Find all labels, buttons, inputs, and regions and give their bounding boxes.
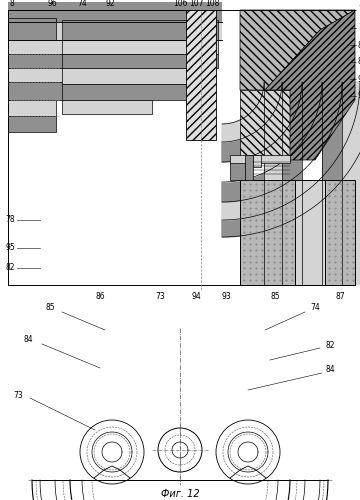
Polygon shape: [222, 82, 360, 237]
Bar: [295, 180, 325, 285]
Bar: [8, 22, 222, 40]
Text: 73: 73: [155, 292, 165, 301]
Text: 74: 74: [77, 0, 87, 8]
Bar: [240, 180, 295, 285]
Polygon shape: [265, 10, 355, 160]
Bar: [8, 54, 63, 68]
Text: 82: 82: [5, 264, 14, 272]
Bar: [62, 84, 212, 100]
Text: 84: 84: [325, 366, 335, 374]
Text: Фиг. 12: Фиг. 12: [161, 489, 199, 499]
Polygon shape: [230, 466, 266, 478]
Bar: [8, 68, 63, 82]
Text: 75: 75: [358, 6, 360, 15]
Text: 93: 93: [221, 292, 231, 301]
Bar: [322, 82, 342, 285]
Bar: [8, 0, 222, 2]
Text: 85: 85: [270, 292, 280, 301]
Text: 82: 82: [325, 340, 335, 349]
Polygon shape: [222, 82, 302, 162]
Text: 89: 89: [358, 40, 360, 50]
Bar: [245, 155, 253, 180]
Bar: [253, 155, 261, 167]
Bar: [8, 2, 222, 22]
Text: 78: 78: [5, 216, 15, 224]
Polygon shape: [240, 90, 290, 160]
Polygon shape: [94, 466, 130, 478]
Text: 91: 91: [358, 74, 360, 84]
Bar: [62, 68, 212, 84]
Text: 73: 73: [13, 390, 23, 400]
Text: 86: 86: [95, 292, 105, 301]
Text: 12: 12: [358, 24, 360, 32]
Bar: [62, 40, 218, 54]
Polygon shape: [240, 10, 355, 90]
Text: 108: 108: [205, 0, 219, 8]
Text: 106: 106: [173, 0, 187, 8]
Text: 96: 96: [47, 0, 57, 8]
Bar: [186, 10, 216, 140]
Bar: [8, 82, 63, 100]
Bar: [8, 18, 56, 40]
Text: 95: 95: [5, 244, 15, 252]
Bar: [282, 82, 302, 285]
Text: 85: 85: [45, 304, 55, 312]
Bar: [264, 82, 282, 285]
Bar: [62, 20, 218, 40]
Text: 94: 94: [191, 292, 201, 301]
Bar: [230, 162, 245, 180]
Text: 87: 87: [335, 292, 345, 301]
Polygon shape: [222, 82, 360, 220]
Polygon shape: [222, 82, 342, 202]
Text: 107: 107: [189, 0, 203, 8]
Bar: [8, 100, 56, 116]
Bar: [62, 54, 218, 68]
Bar: [302, 82, 322, 285]
Text: 74: 74: [310, 304, 320, 312]
Bar: [230, 155, 290, 163]
Text: 8: 8: [10, 0, 14, 8]
Bar: [8, 116, 56, 132]
Bar: [8, 40, 63, 54]
Text: 90: 90: [358, 92, 360, 100]
Text: 92: 92: [105, 0, 115, 8]
Bar: [325, 180, 355, 285]
Bar: [342, 82, 360, 285]
Text: 84: 84: [23, 336, 33, 344]
Text: 88: 88: [358, 58, 360, 66]
Polygon shape: [222, 82, 282, 142]
Polygon shape: [222, 82, 322, 182]
Bar: [62, 100, 152, 114]
